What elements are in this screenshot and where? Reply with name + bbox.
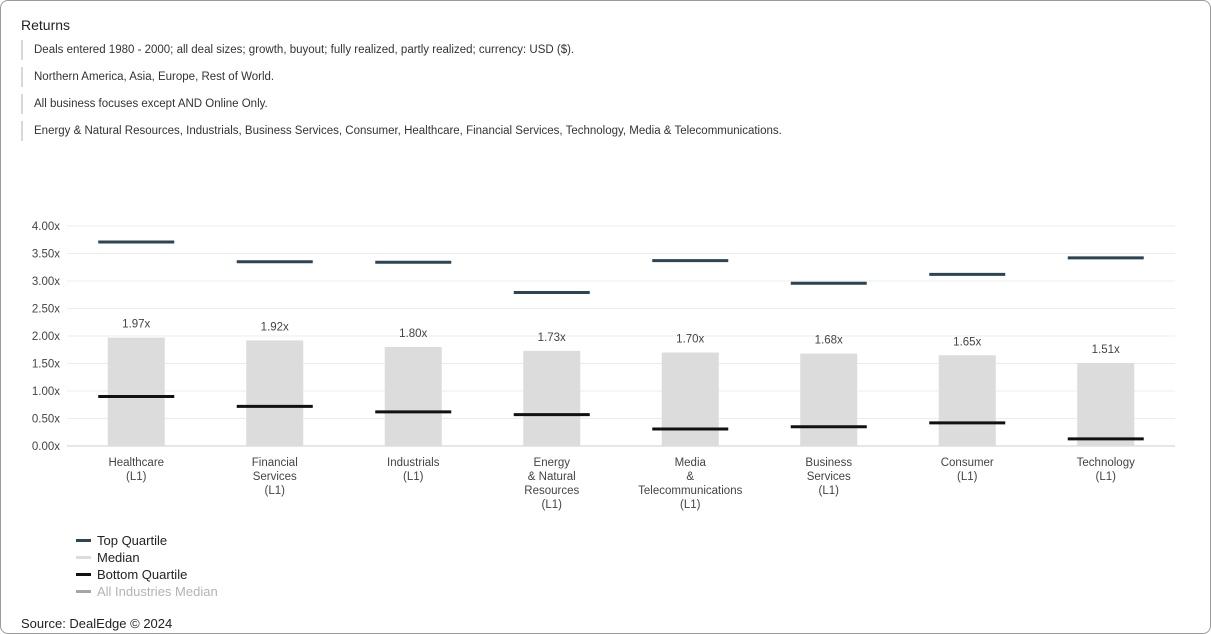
category-label-line: (L1) xyxy=(542,499,563,511)
filter-list: Deals entered 1980 - 2000; all deal size… xyxy=(21,40,782,148)
y-tick-label: 1.00x xyxy=(32,386,60,398)
legend-item-top-quartile[interactable]: Top Quartile xyxy=(76,532,218,549)
median-bar xyxy=(661,352,719,446)
category-label-line: (L1) xyxy=(265,485,286,497)
legend-item-bottom-quartile[interactable]: Bottom Quartile xyxy=(76,566,218,583)
category-label-line: (L1) xyxy=(126,471,147,483)
category-label: Consumer (L1) xyxy=(941,457,994,483)
median-value-label: 1.65x xyxy=(953,336,981,348)
y-tick-label: 2.00x xyxy=(32,331,60,343)
median-bar xyxy=(523,350,581,446)
y-tick-label: 3.00x xyxy=(32,276,60,288)
category-label-line: Services xyxy=(807,471,851,483)
median-value-label: 1.92x xyxy=(261,321,289,333)
category-label-line: (L1) xyxy=(403,471,424,483)
median-value-label: 1.73x xyxy=(538,332,566,344)
median-value-label: 1.80x xyxy=(399,328,427,340)
category-label: Industrials (L1) xyxy=(387,457,440,483)
legend-label: Median xyxy=(97,550,140,565)
category-label-line: Financial xyxy=(252,457,298,469)
category-label-line: & xyxy=(686,471,694,483)
y-tick-label: 3.50x xyxy=(32,249,60,261)
median-bar xyxy=(384,347,442,446)
category-label-line: Industrials xyxy=(387,457,440,469)
category-label-line: Resources xyxy=(524,485,579,497)
category-label: Media & Telecommunications (L1) xyxy=(638,457,742,511)
legend-swatch-median xyxy=(76,556,91,559)
median-bar xyxy=(107,337,165,446)
category-label-line: Technology xyxy=(1077,457,1135,469)
filter-industries: Energy & Natural Resources, Industrials,… xyxy=(21,121,782,141)
legend-label: Top Quartile xyxy=(97,533,168,548)
legend-item-all-industries-median[interactable]: All Industries Median xyxy=(76,583,218,600)
median-value-label: 1.97x xyxy=(122,319,150,331)
legend-item-median[interactable]: Median xyxy=(76,549,218,566)
category-label-line: Energy xyxy=(534,457,571,469)
median-bar xyxy=(800,353,858,446)
filter-business-focus: All business focuses except AND Online O… xyxy=(21,94,782,114)
median-value-label: 1.51x xyxy=(1092,344,1120,356)
legend-swatch-top-quartile xyxy=(76,539,91,542)
median-bar xyxy=(1077,362,1135,446)
category-label-line: (L1) xyxy=(819,485,840,497)
source-note: Source: DealEdge © 2024 xyxy=(21,616,173,631)
category-label-line: Business xyxy=(805,457,852,469)
legend-label: Bottom Quartile xyxy=(97,567,188,582)
category-label-line: (L1) xyxy=(957,471,978,483)
legend-swatch-bottom-quartile xyxy=(76,573,91,576)
median-bar xyxy=(246,340,304,446)
category-label-line: Media xyxy=(675,457,707,469)
y-tick-label: 1.50x xyxy=(32,359,60,371)
filter-deals: Deals entered 1980 - 2000; all deal size… xyxy=(21,40,782,60)
median-value-label: 1.68x xyxy=(815,335,843,347)
y-tick-label: 0.50x xyxy=(32,414,60,426)
y-tick-label: 4.00x xyxy=(32,221,60,233)
category-label: Business Services (L1) xyxy=(805,457,852,497)
chart-title: Returns xyxy=(21,17,71,33)
category-label-line: Services xyxy=(253,471,297,483)
category-label-line: (L1) xyxy=(1096,471,1117,483)
median-value-label: 1.70x xyxy=(676,334,704,346)
category-label-line: Healthcare xyxy=(108,457,164,469)
category-label-line: (L1) xyxy=(680,499,701,511)
category-label-line: Consumer xyxy=(941,457,994,469)
y-tick-label: 2.50x xyxy=(32,304,60,316)
legend-label: All Industries Median xyxy=(97,584,218,599)
category-label: Technology (L1) xyxy=(1077,457,1135,483)
filter-regions: Northern America, Asia, Europe, Rest of … xyxy=(21,67,782,87)
category-label: Financial Services (L1) xyxy=(252,457,298,497)
median-bar xyxy=(938,355,996,446)
category-label: Energy & Natural Resources (L1) xyxy=(524,457,579,511)
y-tick-label: 0.00x xyxy=(32,441,60,453)
category-label-line: & Natural xyxy=(528,471,576,483)
category-label-line: Telecommunications xyxy=(638,485,742,497)
legend-swatch-all-industries-median xyxy=(76,590,91,593)
legend: Top Quartile Median Bottom Quartile All … xyxy=(76,532,218,600)
category-label: Healthcare (L1) xyxy=(108,457,164,483)
